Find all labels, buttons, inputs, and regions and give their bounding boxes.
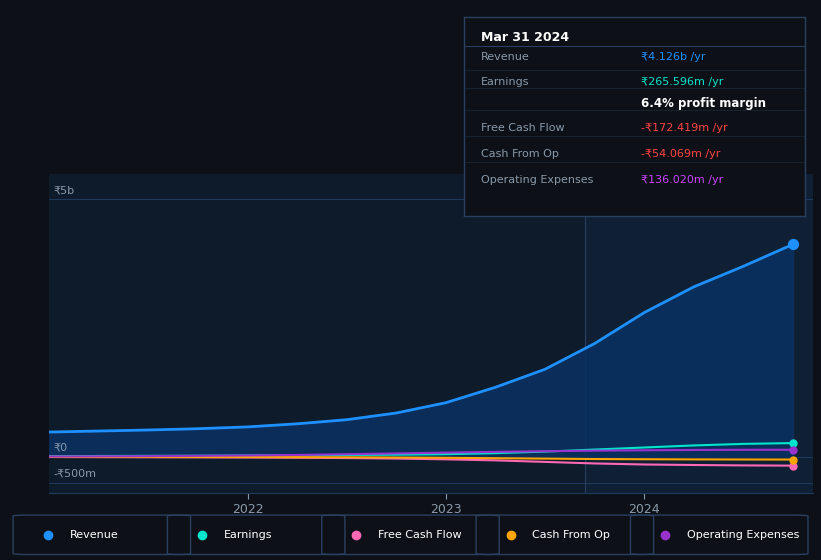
Text: 6.4% profit margin: 6.4% profit margin: [641, 97, 766, 110]
Text: Free Cash Flow: Free Cash Flow: [378, 530, 461, 540]
Text: Revenue: Revenue: [70, 530, 118, 540]
Text: Cash From Op: Cash From Op: [481, 149, 559, 159]
Text: ₹265.596m /yr: ₹265.596m /yr: [641, 77, 723, 87]
Point: [787, 461, 800, 470]
Text: ₹136.020m /yr: ₹136.020m /yr: [641, 175, 723, 185]
Text: Free Cash Flow: Free Cash Flow: [481, 123, 565, 133]
Text: ₹0: ₹0: [53, 442, 67, 452]
Point: [787, 445, 800, 454]
Bar: [585, 174, 813, 493]
Text: -₹54.069m /yr: -₹54.069m /yr: [641, 149, 720, 159]
Text: ₹5b: ₹5b: [53, 185, 75, 195]
Text: -₹500m: -₹500m: [53, 468, 96, 478]
Text: Earnings: Earnings: [224, 530, 273, 540]
Point: [787, 240, 800, 249]
Text: Operating Expenses: Operating Expenses: [687, 530, 799, 540]
Text: Mar 31 2024: Mar 31 2024: [481, 31, 569, 44]
Text: Cash From Op: Cash From Op: [533, 530, 610, 540]
Text: -₹172.419m /yr: -₹172.419m /yr: [641, 123, 727, 133]
Text: Revenue: Revenue: [481, 52, 530, 62]
Text: Operating Expenses: Operating Expenses: [481, 175, 594, 185]
Text: ₹4.126b /yr: ₹4.126b /yr: [641, 52, 705, 62]
Text: Earnings: Earnings: [481, 77, 530, 87]
Point: [787, 455, 800, 464]
Point: [787, 438, 800, 447]
